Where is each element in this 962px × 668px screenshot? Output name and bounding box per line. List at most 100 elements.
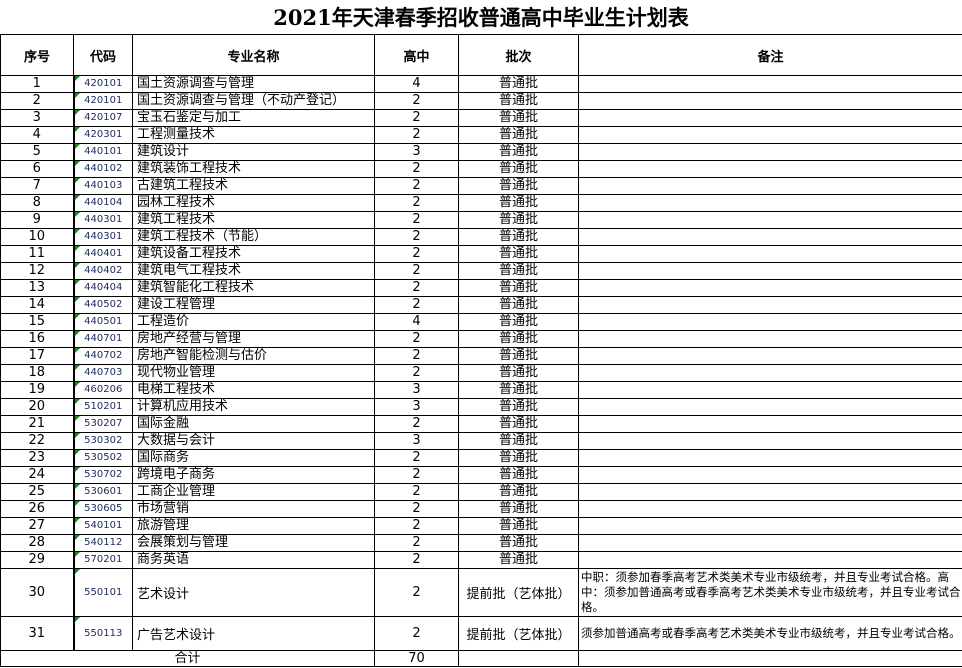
cell-quota[interactable]: 2 — [374, 415, 459, 433]
cell-code[interactable]: 550113 — [72, 616, 133, 651]
cell-batch[interactable]: 普通批 — [458, 483, 579, 501]
cell-name[interactable]: 建筑电气工程技术 — [132, 262, 375, 280]
cell-code[interactable]: 540112 — [72, 534, 133, 552]
cell-seq[interactable]: 3 — [0, 109, 74, 127]
cell-quota[interactable]: 2 — [374, 194, 459, 212]
cell-batch[interactable]: 普通批 — [458, 228, 579, 246]
cell-code[interactable]: 530207 — [72, 415, 133, 433]
cell-seq[interactable]: 28 — [0, 534, 74, 552]
cell-seq[interactable]: 24 — [0, 466, 74, 484]
cell-quota[interactable]: 2 — [374, 296, 459, 314]
cell-quota[interactable]: 2 — [374, 177, 459, 195]
cell-seq[interactable]: 29 — [0, 551, 74, 569]
cell-batch[interactable]: 普通批 — [458, 330, 579, 348]
cell-name[interactable]: 建筑设备工程技术 — [132, 245, 375, 263]
cell-code[interactable]: 440301 — [72, 211, 133, 229]
cell-code[interactable]: 440101 — [72, 143, 133, 161]
cell-code[interactable]: 530601 — [72, 483, 133, 501]
cell-name[interactable]: 国际金融 — [132, 415, 375, 433]
cell-quota[interactable]: 2 — [374, 92, 459, 110]
cell-name[interactable]: 国土资源调查与管理 — [132, 75, 375, 93]
cell-quota[interactable]: 2 — [374, 126, 459, 144]
total-note-cell[interactable] — [578, 650, 962, 667]
cell-batch[interactable]: 普通批 — [458, 432, 579, 450]
cell-seq[interactable]: 31 — [0, 616, 74, 651]
cell-code[interactable]: 540101 — [72, 517, 133, 535]
cell-name[interactable]: 工商企业管理 — [132, 483, 375, 501]
cell-batch[interactable]: 普通批 — [458, 466, 579, 484]
cell-seq[interactable]: 26 — [0, 500, 74, 518]
cell-note[interactable] — [578, 364, 962, 382]
cell-batch[interactable]: 普通批 — [458, 449, 579, 467]
cell-name[interactable]: 旅游管理 — [132, 517, 375, 535]
cell-seq[interactable]: 17 — [0, 347, 74, 365]
cell-quota[interactable]: 2 — [374, 211, 459, 229]
cell-code[interactable]: 440701 — [72, 330, 133, 348]
header-name[interactable]: 专业名称 — [132, 34, 375, 76]
cell-quota[interactable]: 2 — [374, 568, 459, 617]
cell-seq[interactable]: 21 — [0, 415, 74, 433]
cell-quota[interactable]: 3 — [374, 398, 459, 416]
cell-note[interactable] — [578, 330, 962, 348]
cell-note[interactable] — [578, 449, 962, 467]
cell-note[interactable] — [578, 262, 962, 280]
cell-note[interactable] — [578, 551, 962, 569]
cell-quota[interactable]: 2 — [374, 279, 459, 297]
cell-code[interactable]: 420101 — [72, 75, 133, 93]
cell-name[interactable]: 大数据与会计 — [132, 432, 375, 450]
cell-code[interactable]: 420301 — [72, 126, 133, 144]
cell-note[interactable] — [578, 279, 962, 297]
cell-code[interactable]: 510201 — [72, 398, 133, 416]
header-quota[interactable]: 高中 — [374, 34, 459, 76]
cell-quota[interactable]: 2 — [374, 466, 459, 484]
cell-name[interactable]: 电梯工程技术 — [132, 381, 375, 399]
cell-name[interactable]: 建筑工程技术（节能） — [132, 228, 375, 246]
cell-seq[interactable]: 11 — [0, 245, 74, 263]
cell-code[interactable]: 530702 — [72, 466, 133, 484]
cell-code[interactable]: 440404 — [72, 279, 133, 297]
cell-name[interactable]: 古建筑工程技术 — [132, 177, 375, 195]
cell-batch[interactable]: 普通批 — [458, 245, 579, 263]
cell-quota[interactable]: 2 — [374, 616, 459, 651]
cell-name[interactable]: 计算机应用技术 — [132, 398, 375, 416]
cell-seq[interactable]: 25 — [0, 483, 74, 501]
cell-batch[interactable]: 普通批 — [458, 534, 579, 552]
cell-batch[interactable]: 普通批 — [458, 92, 579, 110]
cell-name[interactable]: 工程测量技术 — [132, 126, 375, 144]
cell-batch[interactable]: 普通批 — [458, 194, 579, 212]
cell-batch[interactable]: 普通批 — [458, 279, 579, 297]
cell-name[interactable]: 建设工程管理 — [132, 296, 375, 314]
cell-note[interactable] — [578, 177, 962, 195]
cell-batch[interactable]: 普通批 — [458, 177, 579, 195]
header-batch[interactable]: 批次 — [458, 34, 579, 76]
cell-seq[interactable]: 14 — [0, 296, 74, 314]
cell-quota[interactable]: 2 — [374, 517, 459, 535]
cell-batch[interactable]: 普通批 — [458, 364, 579, 382]
cell-batch[interactable]: 提前批（艺体批） — [458, 568, 579, 617]
cell-seq[interactable]: 20 — [0, 398, 74, 416]
cell-quota[interactable]: 2 — [374, 228, 459, 246]
cell-note[interactable] — [578, 534, 962, 552]
total-label[interactable]: 合计 — [0, 650, 375, 667]
cell-batch[interactable]: 普通批 — [458, 160, 579, 178]
cell-code[interactable]: 530502 — [72, 449, 133, 467]
cell-name[interactable]: 艺术设计 — [132, 568, 375, 617]
cell-quota[interactable]: 3 — [374, 143, 459, 161]
header-code[interactable]: 代码 — [73, 34, 133, 76]
cell-quota[interactable]: 2 — [374, 500, 459, 518]
cell-name[interactable]: 建筑装饰工程技术 — [132, 160, 375, 178]
cell-note[interactable] — [578, 415, 962, 433]
cell-seq[interactable]: 18 — [0, 364, 74, 382]
cell-batch[interactable]: 普通批 — [458, 109, 579, 127]
cell-code[interactable]: 440502 — [72, 296, 133, 314]
cell-name[interactable]: 广告艺术设计 — [132, 616, 375, 651]
cell-note[interactable]: 中职：须参加春季高考艺术类美术专业市级统考，并且专业考试合格。高中：须参加普通高… — [578, 568, 962, 617]
cell-code[interactable]: 440102 — [72, 160, 133, 178]
cell-name[interactable]: 国土资源调查与管理（不动产登记） — [132, 92, 375, 110]
cell-seq[interactable]: 4 — [0, 126, 74, 144]
cell-name[interactable]: 园林工程技术 — [132, 194, 375, 212]
cell-quota[interactable]: 3 — [374, 432, 459, 450]
cell-code[interactable]: 440301 — [72, 228, 133, 246]
cell-code[interactable]: 530302 — [72, 432, 133, 450]
cell-name[interactable]: 建筑设计 — [132, 143, 375, 161]
